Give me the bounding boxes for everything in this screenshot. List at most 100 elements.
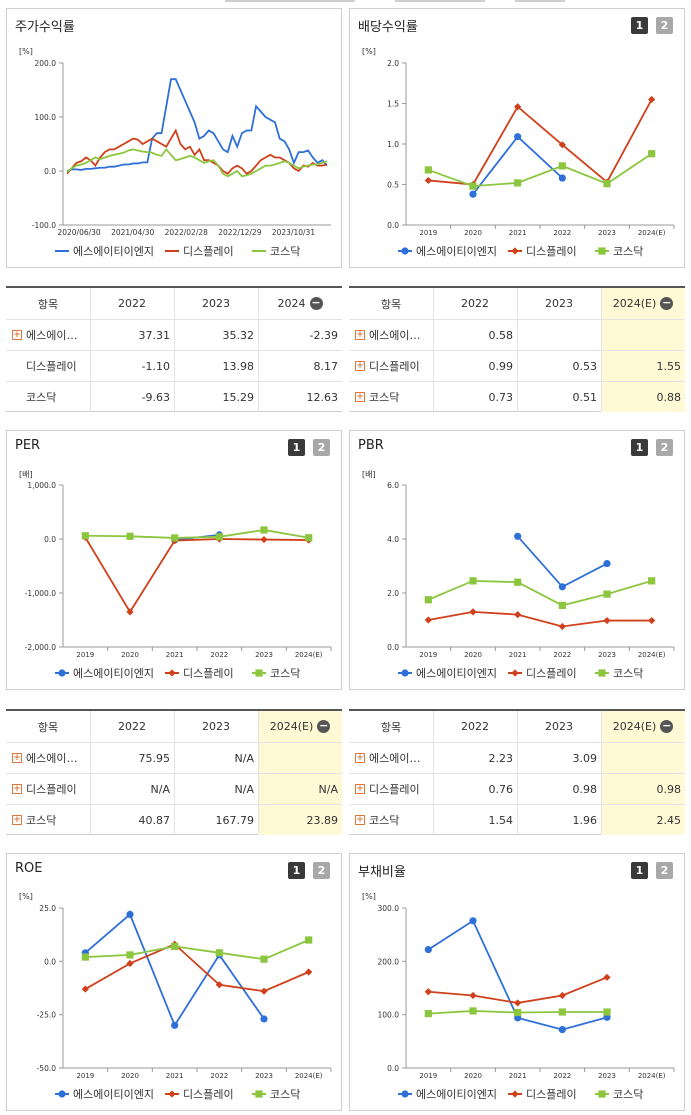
page-1-button[interactable]: 1 xyxy=(631,862,648,879)
page-2-button[interactable]: 2 xyxy=(656,862,673,879)
expand-icon[interactable]: + xyxy=(12,330,22,340)
legend-item[interactable]: 디스플레이 xyxy=(508,667,577,680)
value-cell: 37.31 xyxy=(138,328,171,342)
collapse-icon[interactable]: − xyxy=(309,296,323,310)
collapse-icon[interactable]: − xyxy=(660,719,674,733)
value-cell: N/A xyxy=(150,782,170,796)
legend-item[interactable]: 에스에이티이엔지 xyxy=(55,1088,154,1101)
series-line xyxy=(427,579,652,607)
legend-item[interactable]: 디스플레이 xyxy=(165,1088,234,1101)
column-divider xyxy=(601,288,602,411)
expand-icon[interactable]: + xyxy=(355,361,365,371)
legend-item[interactable]: 에스에이티이엔지 xyxy=(398,245,497,258)
legend-item[interactable]: 디스플레이 xyxy=(165,667,234,680)
expand-icon[interactable]: + xyxy=(355,815,365,825)
legend-item[interactable]: 코스닥 xyxy=(595,245,643,258)
page-1-button[interactable]: 1 xyxy=(288,439,305,456)
legend-item[interactable]: 에스에이티이엔지 xyxy=(398,1088,497,1101)
legend-item[interactable]: 에스에이티이엔지 xyxy=(55,245,154,258)
data-point xyxy=(558,601,566,610)
legend-item[interactable]: 에스에이티이엔지 xyxy=(55,667,154,680)
legend-item[interactable]: 디스플레이 xyxy=(508,1088,577,1101)
y-tick-label: -25.0 xyxy=(37,1011,57,1020)
x-tick-label: 2019 xyxy=(76,1072,94,1080)
series-2 xyxy=(424,973,611,1007)
expand-icon[interactable]: + xyxy=(355,392,365,402)
data-point xyxy=(126,532,134,540)
row-label: 에스에이… xyxy=(26,752,78,765)
x-tick-label: 2024(E) xyxy=(638,651,666,659)
value-cell: -2.39 xyxy=(309,328,338,342)
data-point xyxy=(558,162,566,170)
data-point xyxy=(260,1015,268,1023)
expand-icon[interactable]: + xyxy=(355,784,365,794)
row-label: 디스플레이 xyxy=(369,783,420,796)
header-cell: 2022 xyxy=(433,711,517,742)
data-point xyxy=(558,1008,566,1016)
value-cell: 1.55 xyxy=(601,351,685,381)
x-tick-label: 2024(E) xyxy=(295,651,323,659)
legend-item[interactable]: 코스닥 xyxy=(252,667,300,680)
row-name-cell: 코스닥 xyxy=(6,382,90,412)
row-name-cell: + 디스플레이 xyxy=(349,774,433,804)
page-2-button[interactable]: 2 xyxy=(656,17,673,34)
value-cell: 0.76 xyxy=(488,782,514,796)
dividend-table: 항목 2022 2023 2024(E) − + 에스에이… 0.58 + 디스플레이 0.99 0.… xyxy=(349,286,685,412)
legend-item[interactable]: 코스닥 xyxy=(252,245,300,258)
legend-label: 코스닥 xyxy=(613,1088,643,1101)
value-cell: 2.45 xyxy=(601,805,685,835)
y-tick-label: -50.0 xyxy=(37,1064,57,1073)
legend-item[interactable]: 에스에이티이엔지 xyxy=(398,667,497,680)
data-point xyxy=(648,150,656,158)
column-header: 2024(E) xyxy=(612,297,657,310)
expand-icon[interactable]: + xyxy=(12,784,22,794)
page-1-button[interactable]: 1 xyxy=(288,862,305,879)
y-tick-label: 200.0 xyxy=(378,957,400,966)
expand-icon[interactable]: + xyxy=(12,753,22,763)
x-tick-label: 2023/10/31 xyxy=(272,228,315,237)
page-1-button[interactable]: 1 xyxy=(631,17,648,34)
data-point xyxy=(424,176,432,185)
y-tick-label: 2.0 xyxy=(387,59,399,68)
table-row: + 디스플레이 0.76 0.98 0.98 xyxy=(349,773,685,804)
column-divider xyxy=(90,711,91,834)
x-tick-label: 2019 xyxy=(419,651,437,659)
expand-icon[interactable]: + xyxy=(355,753,365,763)
data-point xyxy=(424,616,432,624)
collapse-icon[interactable]: − xyxy=(660,296,674,310)
page-1-button[interactable]: 1 xyxy=(631,439,648,456)
column-header: 2022 xyxy=(461,720,489,733)
legend-item[interactable]: 코스닥 xyxy=(595,667,643,680)
legend-label: 디스플레이 xyxy=(526,667,577,680)
collapse-icon[interactable]: − xyxy=(317,719,331,733)
page-2-button[interactable]: 2 xyxy=(313,439,330,456)
series-2 xyxy=(424,608,656,631)
column-divider xyxy=(90,288,91,411)
column-header: 2023 xyxy=(202,297,230,310)
data-point xyxy=(514,1008,522,1017)
page-2-button[interactable]: 2 xyxy=(656,439,673,456)
x-tick-label: 2023 xyxy=(598,651,616,659)
column-divider xyxy=(433,288,434,411)
legend-label: 에스에이티이엔지 xyxy=(416,667,497,680)
legend-item[interactable]: 디스플레이 xyxy=(165,245,234,258)
per-chart: 1,000.0 0.0 -1,000.0 -2,000.0 2019 2020 2021 20… xyxy=(7,471,341,689)
legend-item[interactable]: 디스플레이 xyxy=(508,245,577,258)
legend-marker xyxy=(598,1090,606,1098)
page-2-button[interactable]: 2 xyxy=(313,862,330,879)
y-tick-label: 300.0 xyxy=(378,904,400,913)
header-cell: 2024(E) − xyxy=(601,711,685,742)
legend-marker xyxy=(598,247,606,255)
legend-item[interactable]: 코스닥 xyxy=(252,1088,300,1101)
data-point xyxy=(305,936,313,944)
y-tick-label: 0.0 xyxy=(387,1064,399,1073)
column-divider xyxy=(517,288,518,411)
legend-marker xyxy=(255,669,263,677)
y-tick-label: 200.0 xyxy=(35,59,57,68)
expand-icon[interactable]: + xyxy=(355,330,365,340)
x-tick-label: 2020 xyxy=(464,651,482,659)
legend-item[interactable]: 코스닥 xyxy=(595,1088,643,1101)
expand-icon[interactable]: + xyxy=(12,815,22,825)
data-point xyxy=(424,988,432,996)
legend-label: 디스플레이 xyxy=(183,1088,234,1101)
